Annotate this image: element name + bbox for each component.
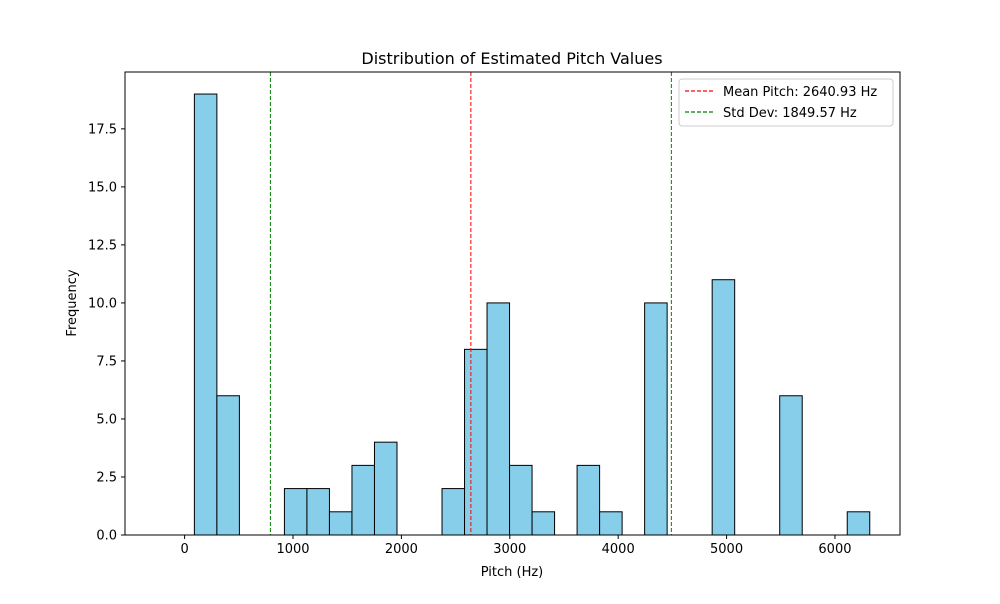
histogram-bar-29 bbox=[846, 511, 871, 536]
y-tick-label: 0.0 bbox=[96, 529, 117, 544]
histogram-bar-26 bbox=[779, 395, 803, 536]
y-tick-label: 5.0 bbox=[96, 412, 117, 427]
histogram-bar-18 bbox=[599, 511, 623, 536]
x-tick-label: 0 bbox=[180, 542, 188, 557]
reference-lines-group bbox=[269, 72, 672, 535]
x-tick-label: 2000 bbox=[385, 542, 418, 557]
histogram-bar-20 bbox=[644, 302, 668, 536]
histogram-bar-0 bbox=[193, 93, 218, 536]
x-tick-label: 3000 bbox=[493, 542, 526, 557]
legend-box bbox=[678, 78, 894, 127]
legend-std-label: Std Dev: 1849.57 Hz bbox=[723, 106, 857, 121]
chart-title: Distribution of Estimated Pitch Values bbox=[361, 49, 662, 68]
histogram-bar-4 bbox=[283, 488, 308, 536]
y-tick-label: 2.5 bbox=[96, 470, 117, 485]
y-tick-label: 17.5 bbox=[88, 122, 117, 137]
y-tick-label: 15.0 bbox=[88, 180, 117, 195]
plot-frame bbox=[124, 71, 901, 536]
histogram-bar-17 bbox=[576, 464, 601, 536]
x-tick-label: 1000 bbox=[276, 542, 309, 557]
legend: Mean Pitch: 2640.93 Hz Std Dev: 1849.57 … bbox=[678, 78, 894, 127]
histogram-bar-13 bbox=[486, 302, 511, 536]
y-axis-ticks: 0.0 2.5 5.0 7.5 10.0 12.5 15.0 17.5 bbox=[88, 122, 125, 544]
histogram-bar-23 bbox=[711, 279, 736, 536]
histogram-bar-5 bbox=[306, 488, 330, 536]
x-axis-ticks: 0 1000 2000 3000 4000 5000 6000 bbox=[180, 535, 852, 557]
histogram-bar-15 bbox=[531, 511, 556, 536]
histogram-bar-6 bbox=[328, 511, 353, 536]
y-tick-label: 10.0 bbox=[88, 296, 117, 311]
histogram-bar-1 bbox=[216, 395, 240, 536]
histogram-bar-7 bbox=[351, 464, 375, 536]
x-axis-label: Pitch (Hz) bbox=[481, 565, 544, 580]
histogram-bar-11 bbox=[441, 488, 466, 536]
x-tick-label: 4000 bbox=[602, 542, 635, 557]
y-tick-label: 12.5 bbox=[88, 238, 117, 253]
x-tick-label: 6000 bbox=[818, 542, 851, 557]
legend-mean-label: Mean Pitch: 2640.93 Hz bbox=[723, 85, 877, 100]
x-tick-label: 5000 bbox=[710, 542, 743, 557]
y-axis-label: Frequency bbox=[65, 269, 80, 336]
histogram-bar-8 bbox=[373, 441, 398, 536]
histogram-bar-14 bbox=[509, 464, 533, 536]
y-tick-label: 7.5 bbox=[96, 354, 117, 369]
histogram-bar-12 bbox=[464, 348, 488, 536]
bars-group bbox=[193, 93, 871, 536]
